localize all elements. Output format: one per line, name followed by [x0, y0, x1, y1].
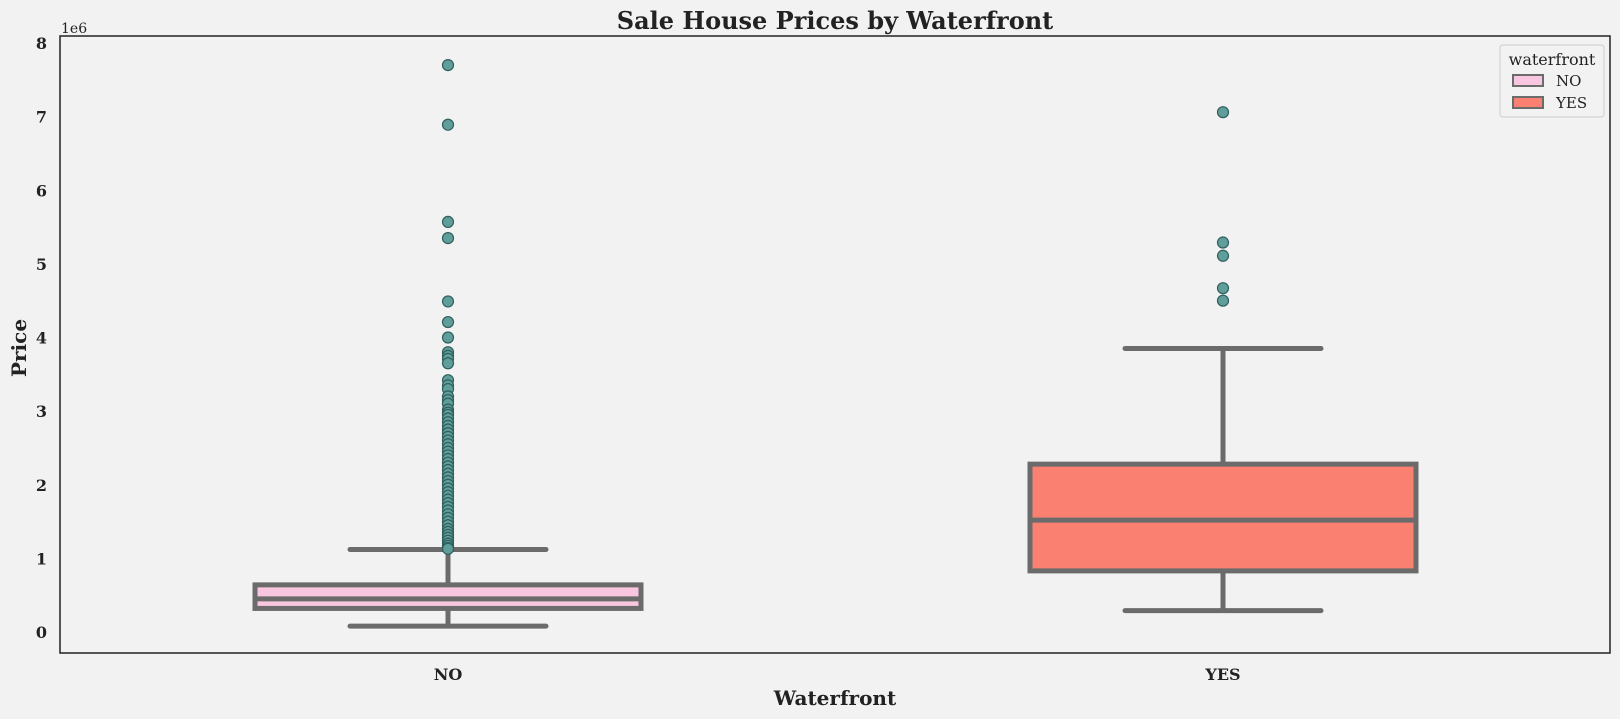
outlier-point-no	[441, 315, 455, 329]
outlier-point-no	[441, 215, 455, 229]
y-tick-label: 2	[36, 476, 47, 495]
outlier-point-no	[441, 232, 455, 245]
outlier-point-yes	[1216, 236, 1230, 249]
box-yes	[1027, 461, 1419, 574]
x-tick-label: NO	[434, 665, 463, 684]
legend: waterfront NO YES	[1499, 44, 1605, 118]
y-axis-label: Price	[7, 319, 31, 377]
outlier-point-yes	[1216, 249, 1230, 262]
y-offset-label: 1e6	[61, 21, 87, 37]
outlier-point-yes	[1216, 294, 1230, 307]
x-axis-label: Waterfront	[773, 686, 897, 710]
y-tick-label: 0	[36, 623, 47, 642]
y-tick-label: 7	[36, 108, 47, 127]
y-tick-label: 4	[36, 329, 47, 348]
legend-swatch-no	[1512, 74, 1544, 87]
legend-label-no: NO	[1556, 72, 1581, 90]
outlier-point-no	[441, 331, 455, 344]
y-tick-label: 6	[36, 181, 47, 200]
outlier-point-no	[441, 58, 455, 72]
outlier-point-yes	[1216, 282, 1230, 295]
outlier-point-yes	[1216, 106, 1230, 119]
outlier-point-no	[441, 357, 455, 370]
outlier-point-no	[441, 542, 455, 555]
outlier-point-no	[441, 118, 455, 131]
y-tick-label: 8	[36, 34, 47, 53]
y-tick-label: 5	[36, 255, 47, 274]
legend-label-yes: YES	[1555, 94, 1587, 112]
y-tick-label: 1	[36, 549, 47, 568]
plot-frame	[59, 35, 1611, 654]
x-tick-label: YES	[1204, 665, 1240, 684]
outlier-point-no	[441, 295, 455, 308]
chart-title: Sale House Prices by Waterfront	[617, 6, 1053, 35]
plot-marks: 0 1 2 3 4 5 6 7 8 NO YES	[36, 34, 1419, 684]
y-tick-label: 3	[36, 402, 47, 421]
legend-swatch-yes	[1512, 96, 1544, 109]
legend-title: waterfront	[1509, 50, 1596, 69]
